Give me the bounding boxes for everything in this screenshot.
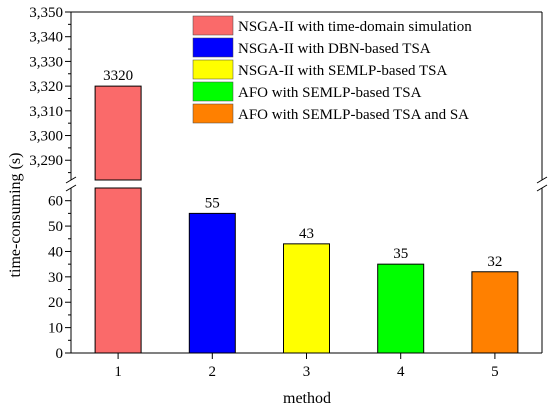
x-tick-label: 2 (209, 364, 217, 380)
x-tick-label: 1 (114, 364, 122, 380)
axis-break-mark (536, 184, 548, 192)
legend-label: NSGA-II with DBN-based TSA (238, 41, 431, 57)
bar-data-label: 43 (299, 226, 314, 242)
y-tick-label: 3,340 (29, 30, 63, 46)
y-tick-label: 30 (48, 270, 63, 286)
axis-break-mark (65, 176, 77, 184)
y-tick-label: 0 (56, 346, 64, 362)
plot-frame (65, 11, 548, 354)
legend-label: AFO with SEMLP-based TSA (238, 85, 422, 101)
legend-label: AFO with SEMLP-based TSA and SA (238, 107, 469, 123)
legend-swatch (192, 59, 234, 80)
y-tick-label: 40 (48, 244, 63, 260)
bar-lower-segment (94, 187, 142, 354)
legend-swatch (192, 37, 234, 58)
legend: NSGA-II with time-domain simulation NSGA-… (192, 15, 472, 124)
y-tick-label: 3,310 (29, 104, 63, 120)
bar-data-label: 3320 (103, 68, 133, 84)
y-tick-label: 3,350 (29, 5, 63, 21)
y-tick-label: 3,290 (29, 153, 63, 169)
x-axis-title: method (283, 390, 331, 407)
y-tick-label: 3,300 (29, 129, 63, 145)
x-axis-ticks: 1 2 3 4 5 (114, 353, 499, 380)
axis-break-mark (536, 176, 548, 184)
axis-break-mark (65, 184, 77, 192)
y-tick-label: 10 (48, 321, 63, 337)
bar (377, 263, 425, 354)
y-tick-label: 3,330 (29, 54, 63, 70)
bar (471, 271, 519, 354)
x-tick-label: 5 (491, 364, 499, 380)
y-axis-title: time-consuming (s) (7, 153, 24, 278)
y-axis-lower-ticks: 0 10 20 30 40 50 60 (48, 194, 71, 362)
bar (283, 243, 330, 354)
y-tick-label: 3,320 (29, 79, 63, 95)
y-axis-upper-ticks: 3,290 3,300 3,310 3,320 3,330 3,340 3,350 (29, 5, 71, 174)
legend-swatch (192, 15, 234, 36)
x-tick-label: 4 (397, 364, 405, 380)
y-tick-label: 60 (48, 194, 63, 210)
data-labels: 3320 55 43 35 32 (103, 68, 502, 270)
legend-label: NSGA-II with time-domain simulation (238, 19, 472, 35)
bar (188, 212, 236, 354)
bar-series (94, 85, 519, 354)
bar-upper-segment (94, 85, 142, 181)
bar-data-label: 35 (393, 246, 408, 262)
y-tick-label: 50 (48, 219, 63, 235)
legend-label: NSGA-II with SEMLP-based TSA (238, 63, 447, 79)
legend-swatch (192, 81, 234, 102)
y-tick-label: 20 (48, 295, 63, 311)
bar-data-label: 55 (205, 195, 220, 211)
bar-data-label: 32 (487, 254, 502, 270)
x-tick-label: 3 (303, 364, 311, 380)
legend-swatch (192, 103, 234, 124)
